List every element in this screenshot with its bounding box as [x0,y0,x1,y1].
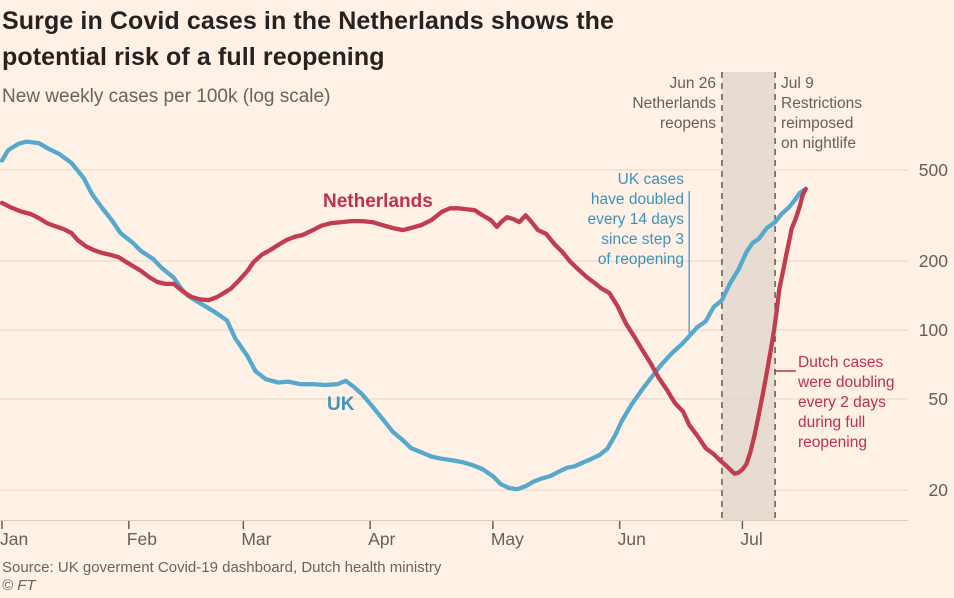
y-tick-label-20: 20 [928,480,948,501]
chart-subtitle: New weekly cases per 100k (log scale) [2,86,331,107]
event-annotation-jun26: Jun 26 Netherlands reopens [632,75,716,132]
event-annotation-jul9: Jul 9 Restrictions reimposed on nightlif… [781,75,862,152]
series-line-netherlands [0,186,808,476]
x-tick-label-Jul: Jul [740,529,763,549]
x-tick-label-Jun: Jun [617,529,646,549]
y-tick-label-500: 500 [918,159,948,180]
x-tick-label-Jan: Jan [0,529,29,549]
series-line-uk [0,139,806,492]
chart-title: Surge in Covid cases in the Netherlands … [2,7,614,71]
x-tick-label-May: May [490,529,524,549]
annotation-dutch-doubling: Dutch cases were doubling every 2 days d… [798,354,895,451]
x-tick-label-Apr: Apr [368,529,396,549]
series-label-netherlands: Netherlands [323,191,433,212]
source-note: Source: UK goverment Covid-19 dashboard,… [2,559,442,576]
y-tick-label-100: 100 [918,320,948,340]
x-tick-label-Mar: Mar [241,529,272,549]
ft-copyright: © FT [2,577,36,594]
reopening-period-band [721,72,776,520]
annotation-uk-doubling: UK cases have doubled every 14 days sinc… [587,171,685,268]
x-tick-label-Feb: Feb [126,529,157,549]
y-tick-label-50: 50 [928,388,948,409]
y-tick-label-200: 200 [918,251,948,272]
series-label-uk: UK [327,394,355,415]
